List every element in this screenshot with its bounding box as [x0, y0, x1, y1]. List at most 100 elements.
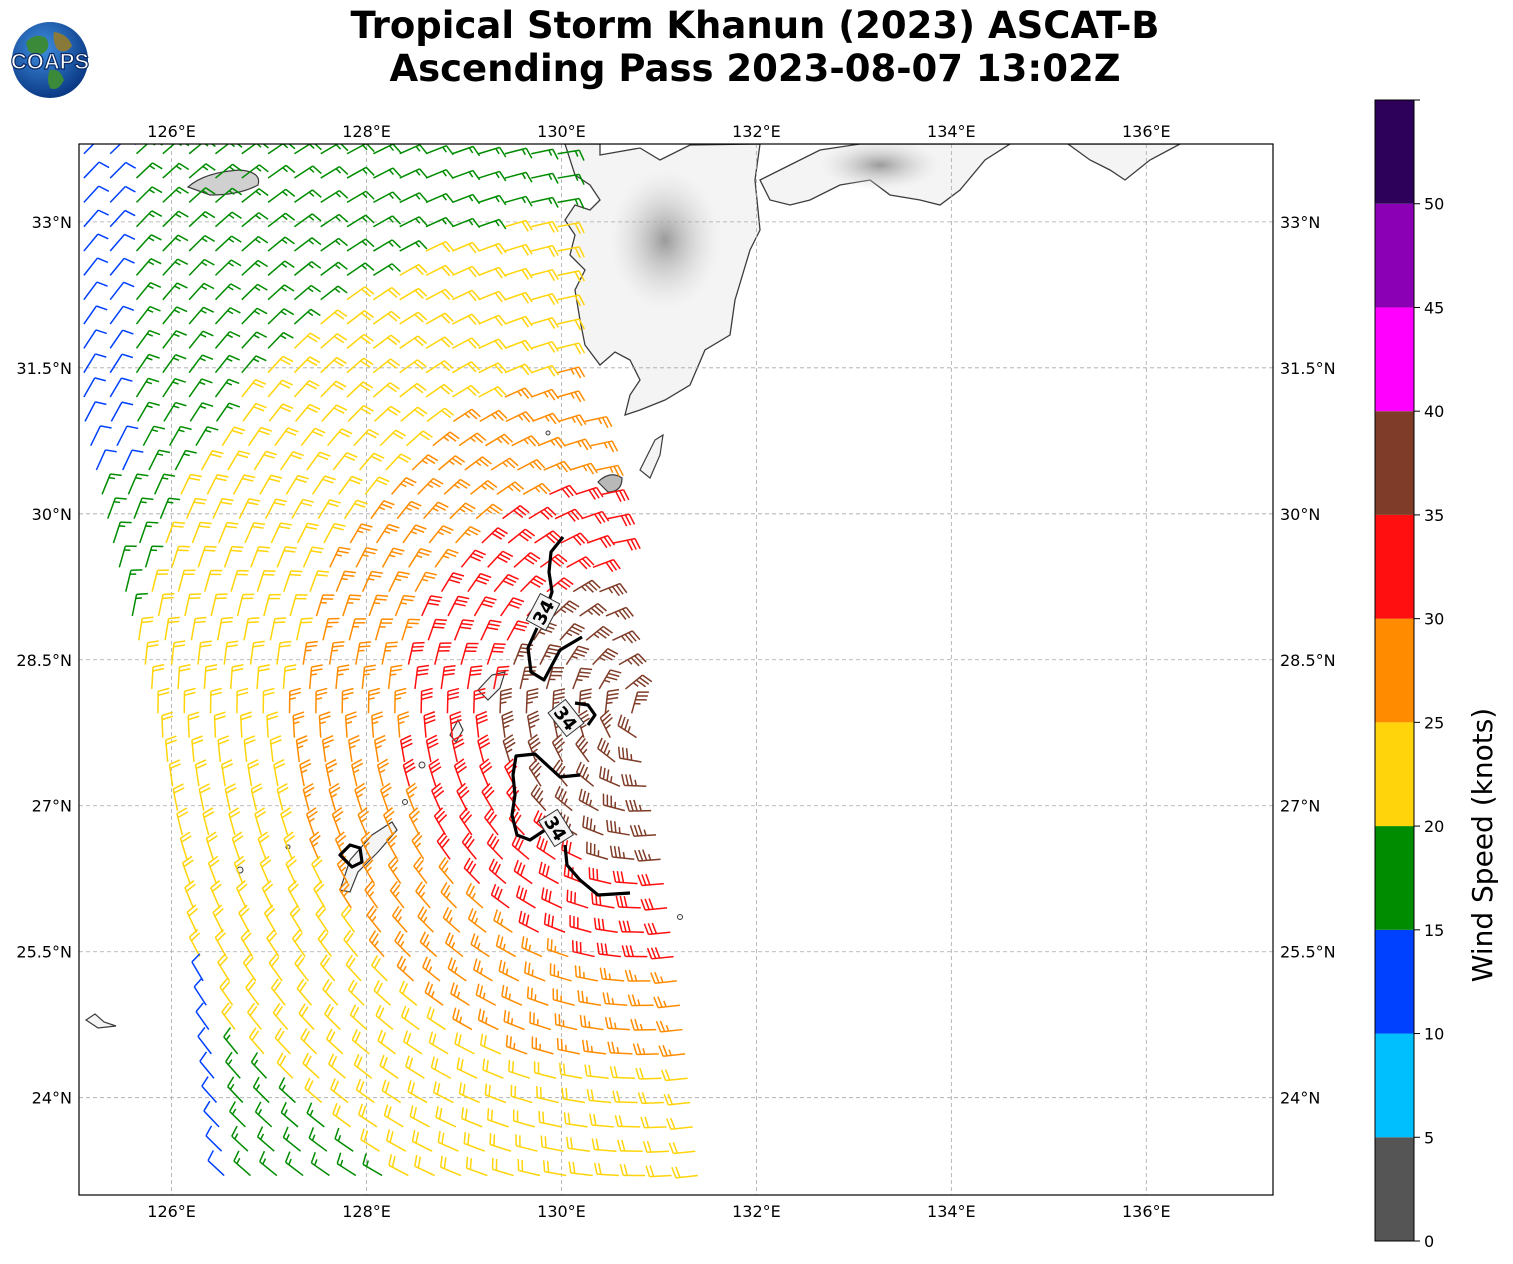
barb-feather — [361, 1105, 367, 1118]
barb-feather — [547, 318, 556, 329]
colorbar-bin — [1375, 722, 1414, 827]
barb-feather — [276, 1052, 284, 1064]
wind-barb — [569, 462, 598, 475]
contour-line — [545, 536, 565, 608]
barb-feather — [527, 437, 537, 447]
wind-barb — [109, 233, 136, 252]
barb-feather — [354, 1031, 361, 1043]
barb-feather — [221, 759, 233, 766]
barb-feather — [392, 432, 404, 440]
wind-barb — [320, 213, 349, 228]
wind-barb — [293, 213, 322, 228]
wind-barb — [346, 166, 375, 179]
wind-barb — [658, 1044, 686, 1057]
barb-feather — [623, 896, 628, 908]
barb-feather — [471, 910, 477, 922]
barb-feather — [441, 409, 451, 419]
wind-barb — [402, 1030, 423, 1055]
wind-barb — [618, 920, 645, 933]
contour-34kt — [338, 536, 631, 897]
barb-feather — [543, 912, 547, 925]
barb-feather — [411, 831, 421, 842]
wind-barb — [320, 333, 348, 349]
barb-half-feather — [338, 842, 345, 848]
wind-barb — [524, 961, 546, 982]
wind-barb — [328, 782, 341, 811]
barb-feather — [608, 1017, 613, 1029]
wind-barb — [210, 593, 228, 617]
wind-barb — [399, 287, 428, 301]
barb-feather — [500, 435, 510, 445]
barb-feather — [631, 630, 641, 641]
wind-barb — [280, 807, 293, 836]
wind-barb — [501, 710, 514, 738]
wind-barb — [660, 1069, 688, 1082]
barb-feather — [369, 574, 382, 578]
wind-barb — [162, 282, 188, 301]
wind-barb — [83, 209, 109, 228]
barb-feather — [273, 501, 286, 506]
barb-feather — [96, 281, 108, 287]
barb-feather — [597, 918, 601, 930]
barb-half-feather — [443, 436, 450, 442]
wind-barb — [213, 711, 226, 738]
barb-feather — [438, 856, 447, 868]
barb-feather — [339, 546, 351, 551]
barb-half-feather — [571, 416, 576, 423]
barb-feather — [349, 479, 361, 485]
barb-feather — [560, 579, 571, 588]
barb-feather — [629, 945, 634, 957]
wind-barb — [530, 388, 560, 401]
barb-feather — [606, 696, 619, 701]
barb-feather — [282, 403, 294, 410]
barb-feather — [494, 863, 501, 875]
barb-feather — [192, 739, 204, 745]
colorbar-tick-label: 50 — [1424, 195, 1444, 214]
colorbar-bin — [1375, 618, 1414, 723]
wind-barb — [586, 534, 615, 549]
barb-feather — [306, 807, 317, 815]
barb-feather — [432, 1033, 437, 1045]
barb-feather — [277, 786, 289, 794]
barb-feather — [225, 525, 237, 529]
barb-feather — [157, 687, 170, 693]
barb-staff — [109, 209, 126, 228]
barb-half-feather — [173, 309, 181, 314]
barb-feather — [336, 356, 347, 365]
wind-barb — [621, 774, 647, 788]
wind-barb — [109, 257, 135, 276]
barb-feather — [356, 1056, 363, 1068]
barb-feather — [500, 691, 512, 697]
barb-feather — [632, 1043, 638, 1055]
barb-feather — [555, 762, 563, 773]
wind-barb — [601, 489, 630, 502]
contour-line — [563, 844, 631, 897]
barb-half-feather — [576, 678, 583, 682]
barb-feather — [552, 412, 561, 423]
wind-barb — [217, 953, 231, 982]
barb-feather — [578, 560, 588, 570]
wind-barb — [144, 640, 159, 665]
barb-feather — [561, 488, 571, 498]
barb-feather — [417, 406, 428, 415]
barb-half-feather — [371, 915, 377, 922]
barb-feather — [221, 981, 231, 991]
colorbar-bin — [1375, 826, 1414, 930]
barb-feather — [142, 616, 154, 620]
barb-half-feather — [622, 851, 626, 859]
barb-half-feather — [548, 149, 553, 156]
wind-barb — [609, 845, 635, 861]
barb-feather — [441, 1132, 445, 1145]
wind-barb — [434, 642, 452, 665]
barb-feather — [360, 407, 372, 415]
wind-barb — [593, 917, 618, 933]
barb-feather — [542, 1160, 546, 1172]
barb-feather — [600, 740, 606, 752]
barb-feather — [574, 271, 582, 283]
wind-barb — [531, 268, 559, 281]
barb-half-feather — [405, 507, 412, 511]
wind-barb — [635, 1067, 662, 1080]
barb-feather — [212, 904, 223, 914]
barb-feather — [675, 1166, 681, 1178]
barb-feather — [442, 525, 454, 531]
